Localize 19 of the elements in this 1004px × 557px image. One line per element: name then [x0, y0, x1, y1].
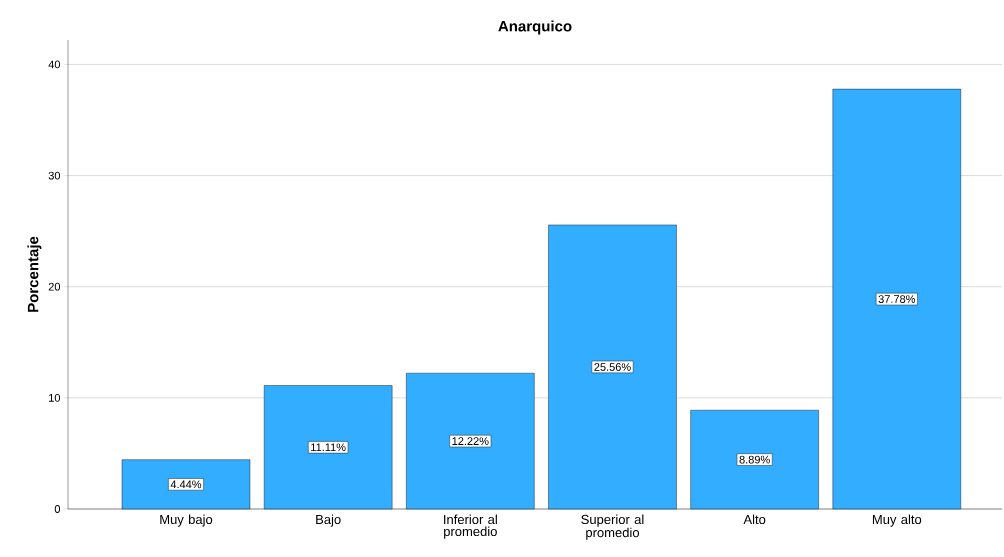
data-label: 37.78% — [878, 295, 916, 303]
x-tick-label: Muy alto — [872, 514, 922, 527]
x-tick-label: Alto — [743, 514, 766, 525]
x-tick-label: Bajo — [316, 514, 341, 527]
data-label: 11.11% — [311, 443, 346, 452]
data-label: 25.56% — [594, 363, 631, 371]
chart-title: Anarquico — [498, 20, 572, 35]
data-label: 12.22% — [452, 437, 489, 445]
y-tick-label: 20 — [48, 282, 61, 291]
data-label: 8.89% — [739, 455, 770, 464]
y-tick-label: 30 — [48, 171, 61, 180]
y-tick-label: 10 — [49, 393, 61, 402]
data-label: 4.44% — [170, 480, 202, 489]
x-tick-label: Superior al promedio — [581, 514, 644, 540]
x-tick-label: Muy bajo — [160, 514, 213, 527]
y-axis-title: Porcentaje — [27, 236, 42, 312]
y-tick-label: 0 — [54, 505, 61, 513]
x-tick-label: Inferior al promedio — [444, 514, 497, 539]
y-tick-label: 40 — [48, 60, 61, 69]
